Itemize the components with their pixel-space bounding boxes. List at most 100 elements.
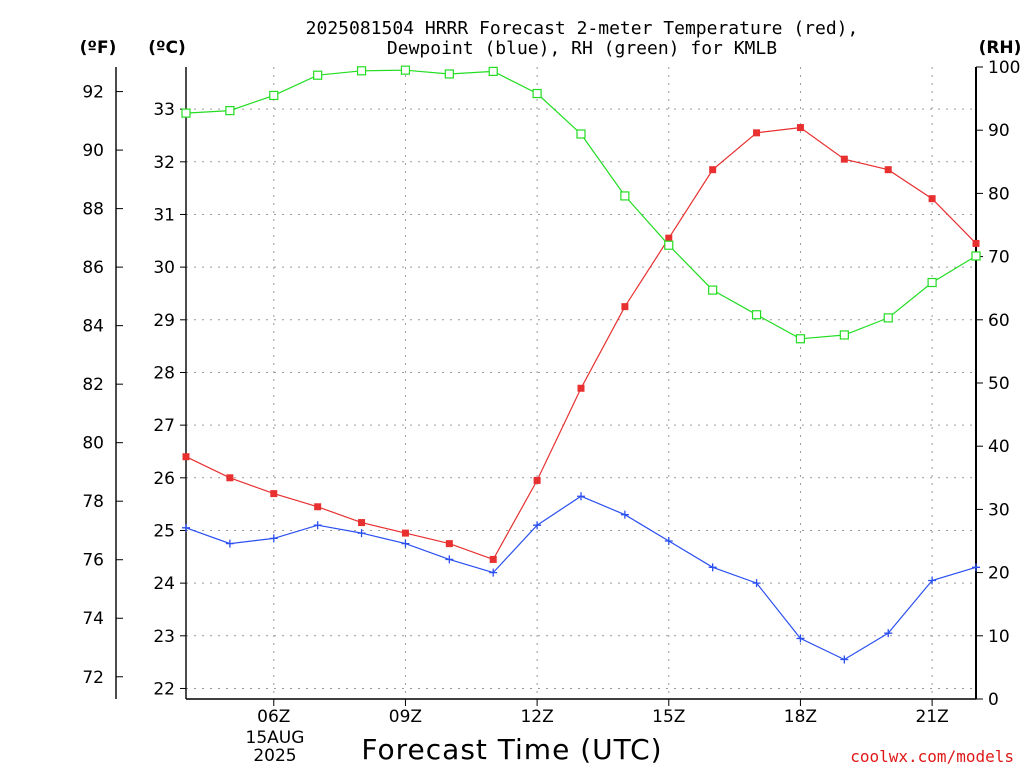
- celsius-tick-label: 26: [153, 469, 175, 489]
- dewpoint-point: [928, 576, 937, 585]
- rh-line: [185, 69, 977, 340]
- fahrenheit-tick-label: 86: [82, 258, 104, 278]
- dewpoint-point: [225, 539, 234, 548]
- rh-tick-label: 30: [988, 500, 1010, 520]
- celsius-unit-label: (ºC): [148, 38, 186, 58]
- celsius-tick-label: 29: [153, 311, 175, 331]
- temperature-point: [489, 555, 497, 563]
- rh-point: [620, 191, 630, 201]
- dewpoint-point: [840, 655, 849, 664]
- temperature-point: [840, 155, 848, 163]
- x-tick-label: 09Z: [389, 707, 422, 727]
- temperature-point: [270, 490, 278, 498]
- rh-point: [400, 65, 411, 75]
- x-tick-label: 15Z: [652, 707, 685, 727]
- rh-point: [664, 240, 674, 250]
- celsius-tick-label: 22: [153, 679, 175, 699]
- rh-tick-label: 50: [988, 374, 1010, 394]
- date-label-day: 15AUG: [246, 728, 305, 748]
- rh-point: [795, 334, 806, 344]
- dewpoint-point: [577, 492, 585, 501]
- rh-point: [839, 330, 849, 340]
- fahrenheit-tick-label: 74: [82, 609, 104, 629]
- rh-point: [751, 310, 762, 320]
- fahrenheit-tick-label: 88: [82, 200, 104, 220]
- celsius-tick-label: 31: [153, 205, 175, 225]
- temperature-point: [928, 195, 936, 203]
- temperature-point: [358, 519, 366, 527]
- rh-tick-label: 60: [988, 311, 1010, 331]
- rh-point: [444, 69, 454, 79]
- celsius-tick-label: 25: [153, 521, 175, 541]
- fahrenheit-tick-label: 76: [82, 551, 104, 571]
- temperature-point: [182, 453, 190, 461]
- series: [181, 65, 981, 664]
- fahrenheit-unit-label: (ºF): [80, 38, 117, 58]
- celsius-tick-label: 32: [153, 153, 175, 173]
- dewpoint-point: [313, 521, 322, 530]
- rh-point: [488, 66, 498, 77]
- temperature-point: [753, 129, 761, 137]
- x-tick-label: 21Z: [915, 707, 948, 727]
- date-label-year: 2025: [253, 746, 296, 766]
- rh-point: [356, 66, 367, 76]
- dewpoint-point: [620, 510, 629, 519]
- rh-tick-label: 40: [988, 437, 1010, 457]
- temperature-point: [972, 239, 980, 247]
- fahrenheit-tick-label: 78: [82, 492, 104, 512]
- temperature-point: [884, 166, 892, 174]
- rh-point: [269, 90, 279, 101]
- rh-point: [313, 70, 323, 80]
- dewpoint-line: [185, 495, 977, 661]
- fahrenheit-tick-label: 72: [82, 668, 104, 688]
- rh-tick-label: 80: [988, 184, 1010, 204]
- temperature-point: [621, 303, 629, 311]
- dewpoint-point: [664, 537, 673, 545]
- fahrenheit-tick-label: 90: [82, 141, 104, 161]
- celsius-tick-label: 23: [153, 627, 175, 647]
- grid: [186, 67, 976, 699]
- x-tick-label: 12Z: [520, 707, 553, 727]
- dewpoint-point: [401, 539, 410, 548]
- dewpoint-point: [796, 634, 805, 643]
- rh-point: [225, 106, 235, 116]
- fahrenheit-tick-label: 80: [82, 434, 104, 454]
- celsius-tick-label: 30: [153, 258, 175, 278]
- temperature-point: [226, 474, 234, 482]
- axes: 06Z 09Z 12Z 15Z 18Z 21Z 22 23 24 25 26 27 28 29 30 31 32…: [82, 58, 1020, 727]
- x-axis-title: Forecast Time (UTC): [361, 733, 662, 766]
- rh-tick-label: 20: [988, 564, 1010, 584]
- fahrenheit-tick-label: 84: [82, 317, 104, 337]
- dewpoint-point: [533, 521, 542, 530]
- temperature-point: [314, 503, 322, 511]
- temperature-point: [665, 234, 673, 242]
- rh-point: [708, 285, 718, 295]
- celsius-tick-label: 24: [153, 574, 175, 594]
- rh-point: [181, 108, 191, 118]
- temperature-point: [401, 529, 409, 537]
- dewpoint-point: [269, 534, 278, 543]
- rh-tick-label: 0: [988, 690, 999, 710]
- fahrenheit-tick-label: 92: [82, 83, 104, 103]
- rh-tick-label: 70: [988, 248, 1010, 268]
- rh-unit-label: (RH): [979, 38, 1022, 58]
- temperature-point: [709, 166, 717, 174]
- x-tick-label: 06Z: [257, 707, 290, 727]
- rh-point: [576, 129, 586, 139]
- chart-title-line-2: Dewpoint (blue), RH (green) for KMLB: [387, 38, 777, 59]
- credit-text: coolwx.com/models: [850, 747, 1014, 766]
- x-tick-label: 18Z: [784, 707, 817, 727]
- dewpoint-point: [972, 563, 980, 572]
- dewpoint-point: [357, 529, 366, 538]
- dewpoint-point: [489, 568, 498, 577]
- dewpoint-point: [445, 555, 454, 564]
- celsius-tick-label: 28: [153, 363, 175, 383]
- temperature-point: [445, 540, 453, 548]
- dewpoint-point: [708, 563, 717, 572]
- rh-point: [532, 88, 542, 99]
- rh-tick-label: 90: [988, 121, 1010, 141]
- celsius-tick-label: 27: [153, 416, 175, 436]
- temperature-point: [577, 384, 585, 392]
- rh-point: [927, 277, 937, 288]
